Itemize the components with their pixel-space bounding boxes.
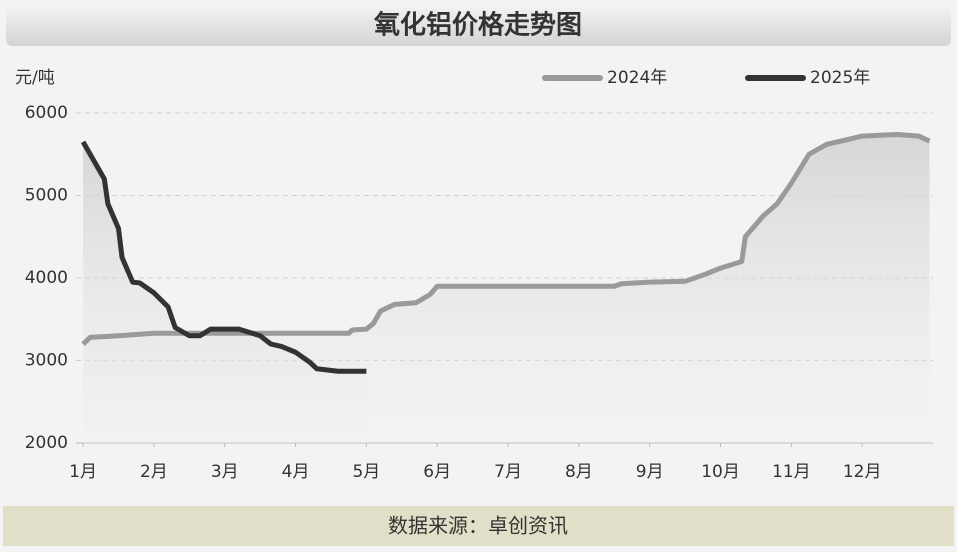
y-tick-label: 5000	[25, 186, 68, 206]
x-tick-label: 6月	[423, 462, 451, 482]
x-tick-label: 4月	[282, 462, 310, 482]
x-tick-label: 11月	[772, 462, 811, 482]
legend-label: 2025年	[810, 68, 870, 88]
x-tick-label: 3月	[211, 462, 239, 482]
x-tick-label: 9月	[636, 462, 664, 482]
line	[81, 131, 931, 346]
x-tick-label: 7月	[494, 462, 522, 482]
y-tick-label: 3000	[25, 351, 68, 371]
y-axis-label: 元/吨	[15, 68, 55, 88]
source: 数据来源：卓创资讯	[388, 514, 568, 538]
x-tick-label: 5月	[352, 462, 380, 482]
x-tick-label: 8月	[565, 462, 593, 482]
x-tick-label: 12月	[843, 462, 882, 482]
legend-label: 2024年	[607, 68, 667, 88]
y-tick-label: 6000	[25, 103, 68, 123]
y-tick-label: 4000	[25, 268, 68, 288]
x-tick-label: 10月	[701, 462, 740, 482]
x-tick-label: 2月	[140, 462, 168, 482]
chart-title: 氧化铝价格走势图	[373, 10, 582, 41]
title-bar	[6, 4, 951, 46]
line	[80, 140, 367, 374]
area	[83, 141, 367, 443]
source-bar	[3, 506, 954, 546]
x-tick-label: 1月	[69, 462, 97, 482]
y-tick-label: 2000	[25, 433, 68, 453]
